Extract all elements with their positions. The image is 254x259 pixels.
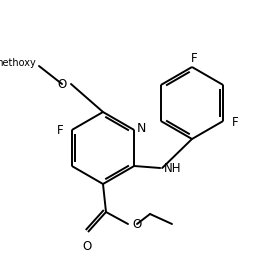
Text: O: O — [58, 77, 67, 90]
Text: F: F — [191, 53, 197, 66]
Text: NH: NH — [164, 162, 182, 176]
Text: N: N — [137, 123, 147, 135]
Text: F: F — [56, 124, 63, 136]
Text: F: F — [232, 117, 239, 130]
Text: methoxy: methoxy — [0, 58, 36, 68]
Text: O: O — [82, 240, 92, 253]
Text: O: O — [132, 219, 141, 232]
